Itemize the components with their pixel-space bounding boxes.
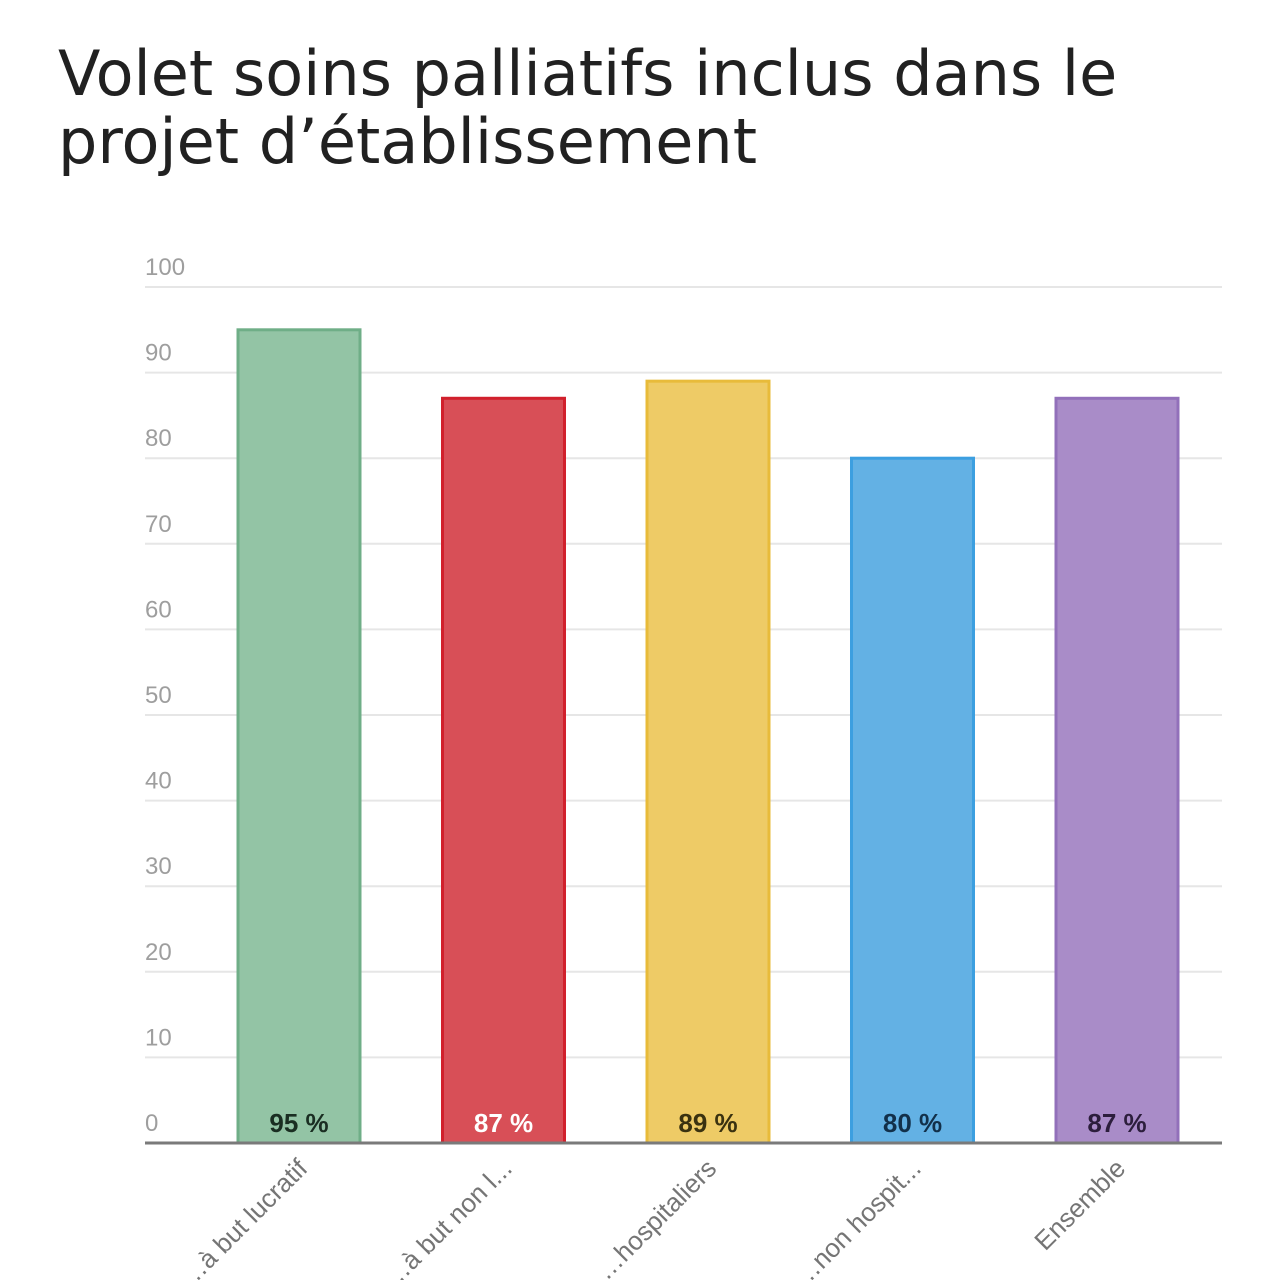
data-label-4: 80 % [883, 1108, 942, 1138]
y-tick-label-80: 80 [145, 425, 172, 452]
category-label-4: …non hospit... [787, 1153, 927, 1280]
category-label-1: …à but lucratif [173, 1152, 313, 1280]
y-tick-label-10: 10 [145, 1024, 172, 1051]
y-axis-ticks: 0 10 20 30 40 50 60 70 80 90 100 [145, 254, 185, 1137]
data-label-2: 87 % [474, 1108, 533, 1138]
x-axis-category-labels: …à but lucratif …à but non l... …hospitali… [173, 1152, 1131, 1280]
data-label-1: 95 % [269, 1108, 328, 1138]
y-tick-label-50: 50 [145, 682, 172, 709]
bar-3 [645, 379, 771, 1145]
data-labels: 95 % 87 % 89 % 80 % 87 % [269, 1108, 1146, 1138]
category-label-2: …à but non l... [377, 1153, 518, 1280]
bar-1 [236, 328, 362, 1145]
y-tick-label-100: 100 [145, 254, 185, 281]
bars [236, 328, 1180, 1145]
chart-title: Volet soins palliatifs inclus dans le pr… [58, 37, 1118, 178]
y-tick-label-70: 70 [145, 511, 172, 538]
y-tick-label-20: 20 [145, 939, 172, 966]
y-tick-label-60: 60 [145, 596, 172, 623]
category-label-5: Ensemble [1028, 1153, 1131, 1256]
y-tick-label-30: 30 [145, 853, 172, 880]
bar-5 [1054, 396, 1180, 1145]
y-tick-label-0: 0 [145, 1110, 158, 1137]
y-tick-label-40: 40 [145, 768, 172, 795]
data-label-5: 87 % [1087, 1108, 1146, 1138]
category-label-3: …hospitaliers [590, 1153, 723, 1280]
data-label-3: 89 % [678, 1108, 737, 1138]
y-tick-label-90: 90 [145, 340, 172, 367]
bar-4 [850, 456, 975, 1145]
bar-2 [441, 396, 566, 1145]
